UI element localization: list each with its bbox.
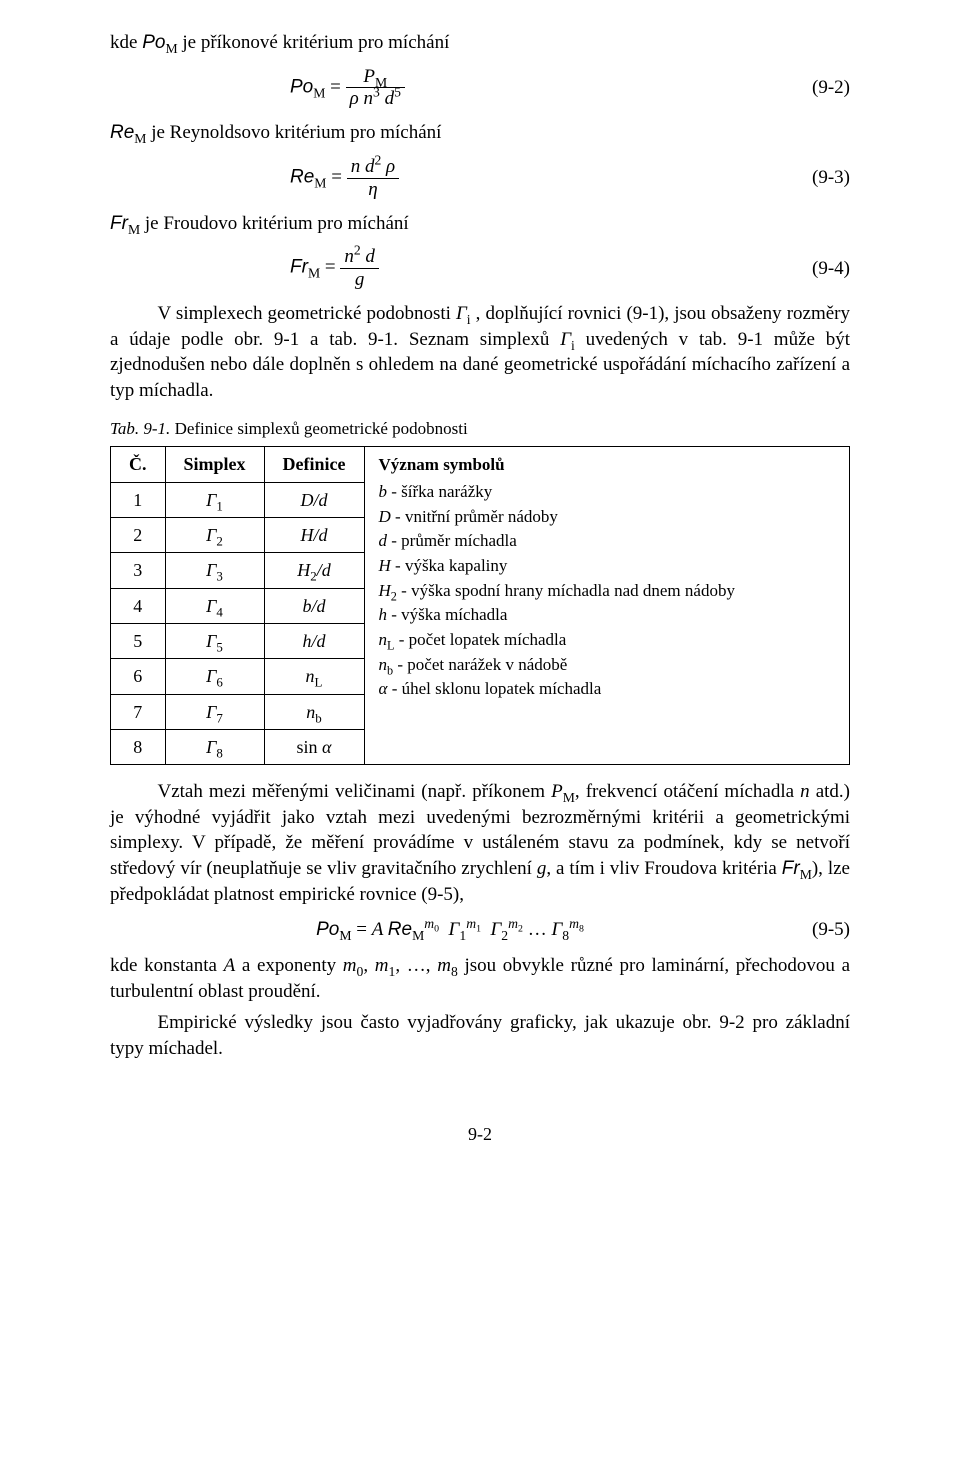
table-row: 5Γ5h/d — [111, 623, 365, 658]
cell-num: 1 — [111, 482, 166, 517]
cell-simplex: Γ7 — [165, 694, 264, 729]
table-row: 7Γ7nb — [111, 694, 365, 729]
equation-9-5: PoM = A ReMm0 Γ1m1 Γ2m2 … Γ8m8 (9-5) — [110, 917, 850, 943]
definition-table-wrap: Č. Simplex Definice 1Γ1D/d2Γ2H/d3Γ3H2/d4… — [110, 446, 850, 765]
cell-simplex: Γ1 — [165, 482, 264, 517]
col-header-simplex: Simplex — [165, 447, 264, 482]
col-header-num: Č. — [111, 447, 166, 482]
cell-def: nL — [264, 659, 364, 694]
cell-def: b/d — [264, 588, 364, 623]
legend-item: H - výška kapaliny — [379, 554, 836, 579]
cell-simplex: Γ2 — [165, 518, 264, 553]
legend-item: nL - počet lopatek míchadla — [379, 628, 836, 653]
eq-number-9-2: (9-2) — [790, 75, 850, 101]
cell-def: sin α — [264, 729, 364, 764]
text-re: ReM je Reynoldsovo kritérium pro míchání — [110, 120, 850, 146]
legend-item: nb - počet narážek v nádobě — [379, 653, 836, 678]
table-header-row: Č. Simplex Definice — [111, 447, 365, 482]
cell-num: 3 — [111, 553, 166, 588]
cell-def: D/d — [264, 482, 364, 517]
text-fr: FrM je Froudovo kritérium pro míchání — [110, 211, 850, 237]
definition-table: Č. Simplex Definice 1Γ1D/d2Γ2H/d3Γ3H2/d4… — [110, 446, 365, 765]
table-row: 1Γ1D/d — [111, 482, 365, 517]
cell-simplex: Γ5 — [165, 623, 264, 658]
cell-simplex: Γ4 — [165, 588, 264, 623]
legend-item: b - šířka narážky — [379, 480, 836, 505]
eq-number-9-4: (9-4) — [790, 256, 850, 282]
table-caption: Tab. 9-1. Definice simplexů geometrické … — [110, 418, 850, 441]
eq-number-9-3: (9-3) — [790, 165, 850, 191]
text-intro: kde PoM je příkonové kritérium pro míchá… — [110, 30, 850, 56]
cell-def: H2/d — [264, 553, 364, 588]
legend-title: Význam symbolů — [379, 453, 836, 478]
legend-item: h - výška míchadla — [379, 603, 836, 628]
equation-9-4: FrM = n2 d g (9-4) — [110, 246, 850, 291]
legend-item: D - vnitřní průměr nádoby — [379, 505, 836, 530]
equation-9-2: PoM = PM ρ n3 d5 (9-2) — [110, 66, 850, 111]
text-empirical-paragraph: Empirické výsledky jsou často vyjadřován… — [110, 1010, 850, 1061]
cell-num: 7 — [111, 694, 166, 729]
table-row: 4Γ4b/d — [111, 588, 365, 623]
page-number: 9-2 — [110, 1122, 850, 1146]
eq-number-9-5: (9-5) — [790, 917, 850, 943]
cell-num: 5 — [111, 623, 166, 658]
cell-def: nb — [264, 694, 364, 729]
col-header-def: Definice — [264, 447, 364, 482]
legend-box: Význam symbolů b - šířka narážkyD - vnit… — [365, 446, 851, 765]
text-relation-paragraph: Vztah mezi měřenými veličinami (např. př… — [110, 779, 850, 907]
cell-simplex: Γ3 — [165, 553, 264, 588]
text-simplex-paragraph: V simplexech geometrické podobnosti Γi ,… — [110, 301, 850, 404]
table-row: 8Γ8sin α — [111, 729, 365, 764]
table-row: 2Γ2H/d — [111, 518, 365, 553]
cell-def: H/d — [264, 518, 364, 553]
table-row: 6Γ6nL — [111, 659, 365, 694]
legend-item: d - průměr míchadla — [379, 529, 836, 554]
table-row: 3Γ3H2/d — [111, 553, 365, 588]
cell-num: 2 — [111, 518, 166, 553]
cell-num: 8 — [111, 729, 166, 764]
cell-simplex: Γ8 — [165, 729, 264, 764]
cell-def: h/d — [264, 623, 364, 658]
legend-item: H2 - výška spodní hrany míchadla nad dne… — [379, 579, 836, 604]
legend-item: α - úhel sklonu lopatek míchadla — [379, 677, 836, 702]
cell-num: 6 — [111, 659, 166, 694]
equation-9-3: ReM = n d2 ρ η (9-3) — [110, 156, 850, 201]
cell-simplex: Γ6 — [165, 659, 264, 694]
cell-num: 4 — [111, 588, 166, 623]
text-constants-paragraph: kde konstanta A a exponenty m0, m1, …, m… — [110, 953, 850, 1004]
